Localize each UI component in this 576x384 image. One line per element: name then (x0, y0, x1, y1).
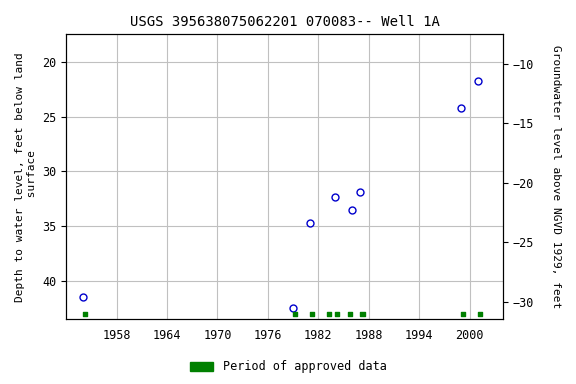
Legend: Period of approved data: Period of approved data (185, 356, 391, 378)
Y-axis label: Groundwater level above NGVD 1929, feet: Groundwater level above NGVD 1929, feet (551, 45, 561, 308)
Point (331, 194, 340, 200)
Point (356, 189, 365, 195)
Title: USGS 395638075062201 070083-- Well 1A: USGS 395638075062201 070083-- Well 1A (130, 15, 439, 29)
Point (305, 220, 314, 226)
Point (289, 305, 298, 311)
Point (78, 295, 88, 301)
Y-axis label: Depth to water level, feet below land
 surface: Depth to water level, feet below land su… (15, 52, 37, 302)
Point (473, 78, 483, 84)
Point (347, 207, 357, 213)
Point (457, 105, 466, 111)
